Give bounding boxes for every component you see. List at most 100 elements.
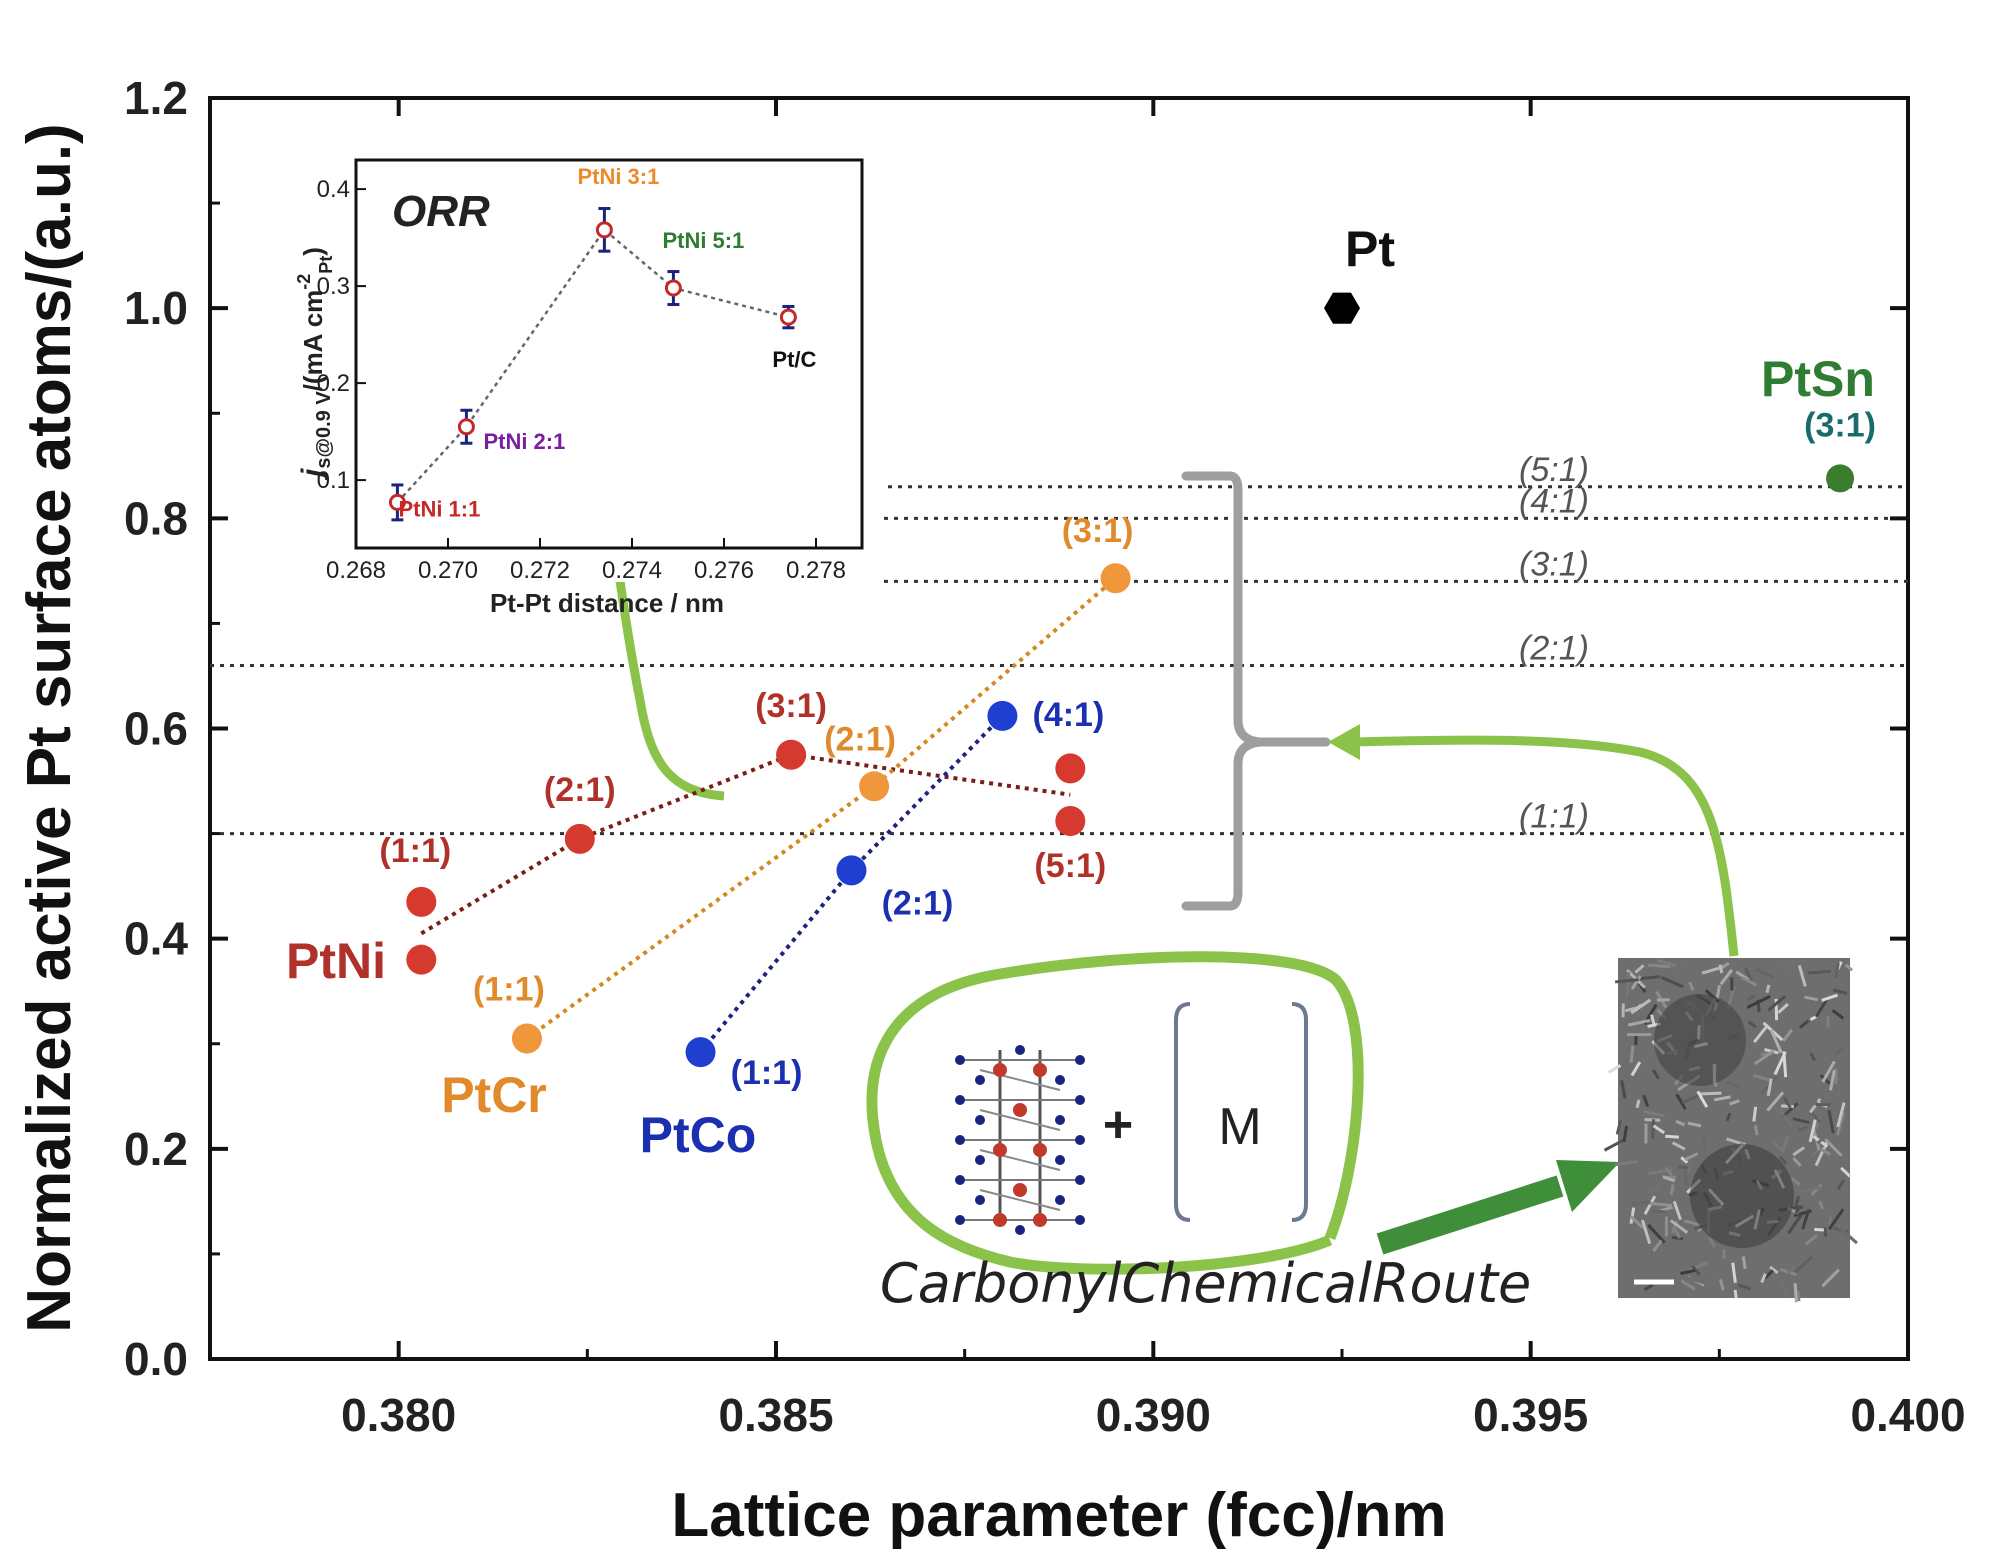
- route-loop: [866, 951, 1364, 1275]
- y-tick-label: 0.6: [124, 703, 188, 755]
- tem-grain: [1681, 1093, 1702, 1104]
- tem-grain: [1753, 1023, 1770, 1044]
- inset-data-point: [595, 221, 613, 239]
- tem-grain: [1607, 1064, 1622, 1074]
- inset-data-point: [664, 279, 682, 297]
- tem-grain: [1834, 1047, 1844, 1056]
- tem-grain: [1614, 978, 1639, 984]
- inset-y-tick-label: 0.4: [317, 176, 350, 203]
- tem-grain: [1792, 1157, 1802, 1167]
- data-point-label: (2:1): [544, 771, 616, 809]
- tem-grain: [1731, 1262, 1737, 1283]
- inset-x-tick-label: 0.270: [418, 557, 478, 584]
- tem-grain: [1809, 1100, 1818, 1108]
- tem-grain: [1603, 1138, 1626, 1152]
- data-point-label: (1:1): [731, 1054, 803, 1092]
- arrow-to-tem: [1376, 1175, 1564, 1255]
- tem-grain: [1837, 1225, 1858, 1245]
- tem-grain: [1769, 1028, 1783, 1054]
- tem-grain: [1808, 1119, 1817, 1143]
- tem-grain: [1804, 995, 1818, 1002]
- series-names: PtNi PtCr PtCo Pt PtSn: [286, 221, 1875, 1163]
- inset-x-tick-label: 0.274: [602, 557, 662, 584]
- metal-symbol: M: [1218, 1098, 1261, 1156]
- inset-chart: 0.268 0.270 0.272 0.274 0.276 0.278 0.1 0.2 0.3 0…: [288, 158, 864, 618]
- route-label: CarbonylChemicalRoute: [880, 1252, 1531, 1315]
- inset-x-axis-title: Pt-Pt distance / nm: [490, 588, 724, 618]
- tem-grain: [1747, 1020, 1757, 1029]
- tem-grain: [1778, 1108, 1793, 1128]
- inset-data: PtNi 1:1 PtNi 2:1 PtNi 3:1 PtNi 5:1 Pt/C: [388, 164, 817, 521]
- cluster-structure-icon: [955, 1045, 1085, 1235]
- tem-grain: [1651, 1209, 1666, 1214]
- data-point-label: (1:1): [473, 970, 545, 1008]
- inset-ylabel-unit: /(mA cm: [298, 290, 328, 392]
- data-point-ptco: [987, 700, 1018, 731]
- annotation-arrows: [590, 472, 1739, 1275]
- series-name-ptsn: PtSn: [1761, 351, 1875, 407]
- tem-grain: [1698, 1091, 1722, 1096]
- tem-grain: [1642, 1094, 1650, 1108]
- tem-grain: [1794, 1255, 1814, 1274]
- tem-grain: [1797, 1125, 1809, 1133]
- data-point-ptni: [1055, 753, 1086, 784]
- data-point-ptni: [406, 944, 437, 975]
- data-point-label: (3:1): [1804, 406, 1876, 444]
- tem-grain: [1797, 964, 1807, 987]
- tem-grain: [1656, 998, 1670, 1002]
- y-tick-label: 1.0: [124, 282, 188, 334]
- tem-grain: [1786, 1265, 1797, 1274]
- data-point-ptni: [776, 739, 807, 770]
- data-point-label: (1:1): [379, 832, 451, 870]
- data-point-ptni: [564, 823, 595, 854]
- tem-grain: [1755, 967, 1774, 979]
- tem-grain: [1779, 963, 1792, 971]
- x-axis-title: Lattice parameter (fcc)/nm: [671, 1481, 1446, 1550]
- tem-grain: [1629, 1215, 1644, 1229]
- tem-grain: [1652, 1239, 1663, 1252]
- tem-grain: [1672, 959, 1686, 974]
- tem-grain: [1651, 1069, 1660, 1080]
- tem-grain: [1648, 1183, 1661, 1195]
- inset-point-label: PtNi 1:1: [398, 496, 480, 521]
- tem-grain: [1792, 1146, 1806, 1157]
- tem-grain: [1790, 1176, 1801, 1186]
- ratio-reference-label: (1:1): [1519, 798, 1589, 836]
- data-point-label: (3:1): [755, 687, 827, 725]
- tem-grain: [1634, 964, 1645, 974]
- data-point-ptni: [406, 886, 437, 917]
- y-tick-label: 0.8: [124, 492, 188, 544]
- data-point-ptcr: [511, 1023, 542, 1054]
- inset-ylabel-unit-sup: -2: [294, 274, 314, 290]
- ratio-reference-label: (3:1): [1519, 545, 1589, 583]
- inset-x-tick-label: 0.268: [326, 557, 386, 584]
- tem-grain: [1777, 1002, 1789, 1014]
- tem-grain: [1647, 1223, 1666, 1244]
- trend-line-ptni: [420, 752, 1071, 936]
- inset-point-label: Pt/C: [772, 347, 816, 372]
- tem-grain: [1635, 1099, 1641, 1109]
- tem-grain: [1669, 1219, 1689, 1234]
- inset-x-tick-label: 0.278: [786, 557, 846, 584]
- point-labels: (1:1)(2:1)(3:1)(5:1)(1:1)(2:1)(3:1)(1:1)…: [379, 406, 1876, 1092]
- inset-data-point: [779, 308, 797, 326]
- tem-grain: [1766, 1091, 1785, 1112]
- tem-grain: [1671, 1235, 1684, 1241]
- tem-grain: [1787, 1214, 1803, 1235]
- tem-grain: [1656, 958, 1677, 967]
- tem-grain: [1801, 1209, 1811, 1230]
- plus-sign: +: [1103, 1096, 1133, 1154]
- tem-grain: [1660, 975, 1684, 989]
- tem-grain: [1675, 1119, 1686, 1127]
- tem-grain: [1766, 1078, 1773, 1097]
- tem-grain: [1821, 993, 1839, 1002]
- tem-grain: [1767, 995, 1787, 1012]
- x-tick-label: 0.400: [1850, 1389, 1965, 1441]
- tem-grain: [1782, 1028, 1794, 1043]
- tem-grain: [1809, 1052, 1817, 1062]
- tem-grain: [1652, 1124, 1666, 1135]
- tem-grain: [1796, 1290, 1801, 1302]
- tem-grain: [1640, 1219, 1652, 1245]
- tem-grain: [1672, 1200, 1682, 1221]
